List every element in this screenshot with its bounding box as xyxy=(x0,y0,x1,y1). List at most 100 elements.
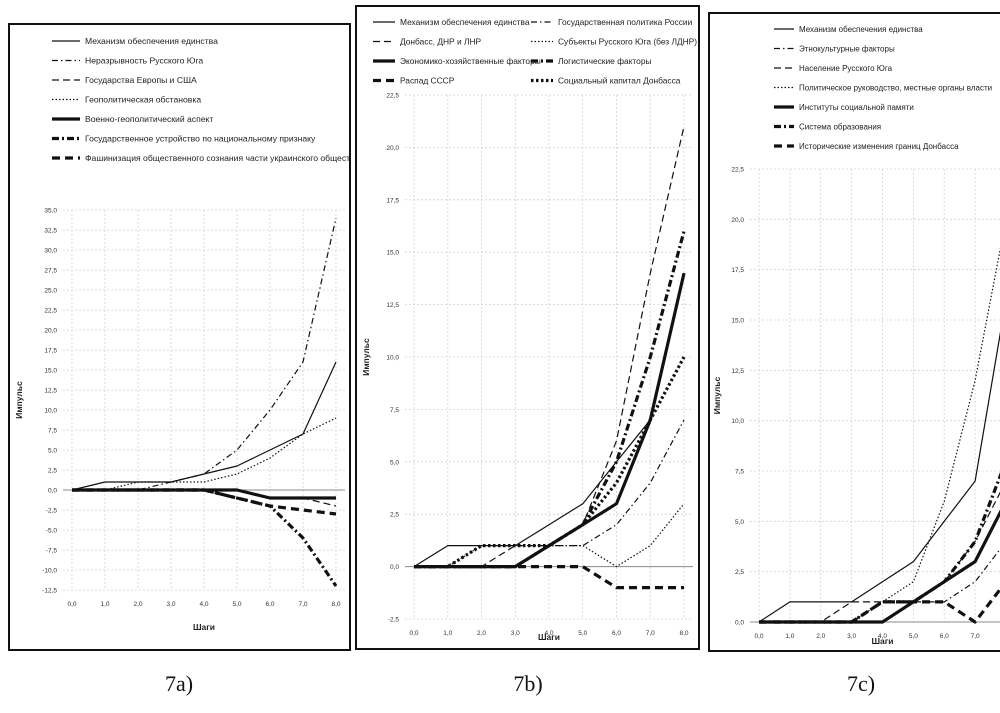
legend-label: Институты социальной памяти xyxy=(799,103,914,112)
y-tick-label: 7,5 xyxy=(390,407,399,414)
y-tick-label: 0,0 xyxy=(48,488,57,495)
x-tick-label: 6,0 xyxy=(265,601,274,608)
y-tick-label: 17,5 xyxy=(731,267,744,274)
x-tick-label: 5,0 xyxy=(578,630,587,637)
legend-label: Экономико-хозяйственные факторы xyxy=(400,56,541,66)
x-tick-label: 0,0 xyxy=(409,630,418,637)
y-tick-label: 2,5 xyxy=(48,468,57,475)
y-tick-label: 5,0 xyxy=(390,459,399,466)
y-tick-label: 7,5 xyxy=(735,469,744,476)
x-axis-label: Шаги xyxy=(538,632,560,642)
y-tick-label: 5,0 xyxy=(48,448,57,455)
x-tick-label: 4,0 xyxy=(199,601,208,608)
y-tick-label: 17,5 xyxy=(44,348,57,355)
legend-label: Механизм обеспечения единства xyxy=(799,25,923,34)
x-tick-label: 6,0 xyxy=(940,633,949,640)
y-tick-label: -2,5 xyxy=(46,508,58,515)
legend-label: Логистические факторы xyxy=(558,56,652,66)
series-line xyxy=(759,586,1000,624)
legend-label: Механизм обеспечения единства xyxy=(85,36,218,46)
y-tick-label: 15,0 xyxy=(386,250,399,257)
y-tick-label: 7,5 xyxy=(48,428,57,435)
y-tick-label: 15,0 xyxy=(44,368,57,375)
y-tick-label: -12,5 xyxy=(42,588,57,595)
legend-label: Политическое руководство, местные органы… xyxy=(799,84,992,93)
chart-a: Механизм обеспечения единства Неразрывнос… xyxy=(14,36,349,632)
y-tick-label: 27,5 xyxy=(44,268,57,275)
legend-label: Субъекты Русского Юга (без ЛДНР) xyxy=(558,37,697,47)
legend-label: Социальный капитал Донбасса xyxy=(558,76,681,86)
y-tick-label: 17,5 xyxy=(386,197,399,204)
x-axis-label: Шаги xyxy=(193,622,215,632)
x-tick-label: 2,0 xyxy=(816,633,825,640)
caption-c: 7c) xyxy=(846,671,876,696)
caption-a: 7a) xyxy=(164,671,194,696)
x-tick-label: 4,0 xyxy=(544,630,553,637)
x-tick-label: 7,0 xyxy=(646,630,655,637)
legend-label: Государственная политика России xyxy=(558,17,693,27)
y-tick-label: 0,0 xyxy=(735,620,744,627)
legend-label: Механизм обеспечения единства xyxy=(400,17,530,27)
y-tick-label: 10,0 xyxy=(44,408,57,415)
x-tick-label: 7,0 xyxy=(298,601,307,608)
y-tick-label: 22,5 xyxy=(44,308,57,315)
x-tick-label: 1,0 xyxy=(443,630,452,637)
x-tick-label: 5,0 xyxy=(232,601,241,608)
chart-b: Механизм обеспечения единства Государстве… xyxy=(361,17,697,642)
y-tick-label: 20,0 xyxy=(731,217,744,224)
series-line xyxy=(758,331,1000,623)
y-tick-label: 15,0 xyxy=(731,318,744,325)
series-line xyxy=(72,488,337,516)
y-tick-label: 22,5 xyxy=(731,167,744,174)
x-tick-label: 0,0 xyxy=(67,601,76,608)
y-tick-label: 20,0 xyxy=(44,328,57,335)
y-tick-label: 10,0 xyxy=(731,418,744,425)
x-tick-label: 3,0 xyxy=(847,633,856,640)
y-tick-label: 32,5 xyxy=(44,228,57,235)
chart-panel-b: Механизм обеспечения единства Государстве… xyxy=(355,5,700,650)
y-tick-label: 12,5 xyxy=(731,368,744,375)
y-axis-label: Импульс xyxy=(14,381,24,419)
series-line xyxy=(414,564,684,590)
chart-panel-a: Механизм обеспечения единства Неразрывнос… xyxy=(8,23,351,651)
series-line xyxy=(71,361,337,491)
x-tick-label: 7,0 xyxy=(971,633,980,640)
y-tick-label: 12,5 xyxy=(386,302,399,309)
x-tick-label: 8,0 xyxy=(679,630,688,637)
x-tick-label: 3,0 xyxy=(511,630,520,637)
y-tick-label: 5,0 xyxy=(735,519,744,526)
x-tick-label: 0,0 xyxy=(754,633,763,640)
x-tick-label: 4,0 xyxy=(878,633,887,640)
y-axis-label: Импульс xyxy=(361,338,371,376)
y-tick-label: 30,0 xyxy=(44,248,57,255)
series-line xyxy=(759,472,1000,624)
y-tick-label: -7,5 xyxy=(46,548,58,555)
y-tick-label: 22,5 xyxy=(386,93,399,100)
y-tick-label: 25,0 xyxy=(44,288,57,295)
legend-label: Донбасс, ДНР и ЛНР xyxy=(400,37,482,47)
series-line xyxy=(413,273,685,568)
series-line xyxy=(414,356,686,569)
legend-label: Военно-геополитический аспект xyxy=(85,114,213,124)
x-axis-label: Шаги xyxy=(871,636,893,646)
chart-panel-c: Механизм обеспечения единства Этнокультур… xyxy=(708,12,1000,652)
x-tick-label: 6,0 xyxy=(612,630,621,637)
legend-label: Исторические изменения границ Донбасса xyxy=(799,142,959,151)
x-tick-label: 1,0 xyxy=(785,633,794,640)
x-tick-label: 3,0 xyxy=(166,601,175,608)
legend-label: Этнокультурные факторы xyxy=(799,45,895,54)
y-tick-label: 2,5 xyxy=(735,569,744,576)
legend-label: Население Русского Юга xyxy=(799,64,893,73)
y-tick-label: -5,0 xyxy=(46,528,58,535)
y-tick-label: 12,5 xyxy=(44,388,57,395)
legend-label: Неразрывность Русского Юга xyxy=(85,56,203,66)
legend-label: Фашинизация общественного сознания части… xyxy=(85,153,349,163)
legend-label: Распад СССР xyxy=(400,76,455,86)
y-axis-label: Импульс xyxy=(712,376,722,414)
x-tick-label: 8,0 xyxy=(331,601,340,608)
y-tick-label: 10,0 xyxy=(386,355,399,362)
y-tick-label: 2,5 xyxy=(390,512,399,519)
x-tick-label: 1,0 xyxy=(100,601,109,608)
x-tick-label: 2,0 xyxy=(133,601,142,608)
x-tick-label: 5,0 xyxy=(909,633,918,640)
